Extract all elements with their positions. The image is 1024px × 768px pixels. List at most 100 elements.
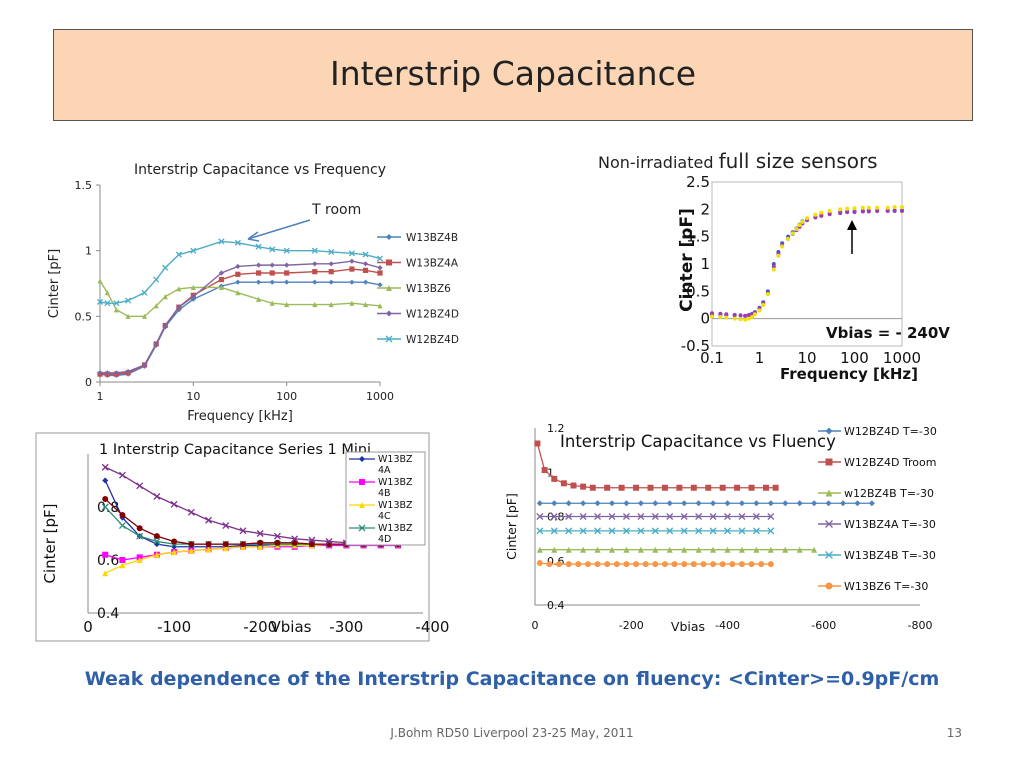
data-point xyxy=(748,561,755,568)
legend-item: W13BZ4B xyxy=(377,232,458,244)
data-point xyxy=(652,546,659,553)
series-line-0 xyxy=(99,281,381,377)
data-point xyxy=(819,213,824,218)
data-point xyxy=(609,500,615,507)
data-point xyxy=(153,537,161,545)
data-point xyxy=(580,483,587,490)
data-point xyxy=(860,209,865,214)
data-point xyxy=(637,527,645,535)
data-point xyxy=(136,532,144,540)
data-point xyxy=(652,561,659,568)
data-point xyxy=(536,500,543,507)
data-point xyxy=(661,484,668,491)
data-point xyxy=(724,527,731,535)
legend-label: 4B xyxy=(378,488,391,499)
data-point xyxy=(565,561,572,568)
data-point xyxy=(376,255,384,262)
data-point xyxy=(710,314,714,319)
data-point xyxy=(594,546,601,553)
data-point xyxy=(767,546,774,553)
data-point xyxy=(838,207,843,212)
data-point xyxy=(753,500,760,507)
data-point xyxy=(734,484,741,491)
data-point xyxy=(690,484,697,491)
data-point xyxy=(866,205,871,210)
legend-item: W13BZ4A xyxy=(377,258,459,270)
data-point xyxy=(205,546,212,553)
x-axis-label: Vbias xyxy=(671,619,705,634)
data-point xyxy=(746,316,751,321)
data-point xyxy=(753,546,760,553)
data-point xyxy=(377,282,383,288)
data-point xyxy=(604,484,611,491)
y-tick-label: 2.5 xyxy=(686,173,710,191)
data-point xyxy=(718,311,723,316)
legend-label: W13BZ xyxy=(378,500,413,511)
data-point xyxy=(362,261,369,267)
data-point xyxy=(153,533,160,540)
data-point xyxy=(255,270,262,276)
legend-label: W12BZ4D T=-30 xyxy=(844,425,937,438)
data-point xyxy=(551,546,558,553)
data-point xyxy=(97,278,103,284)
data-point xyxy=(312,301,318,308)
data-point xyxy=(860,205,865,210)
legend-label: W12BZ4D xyxy=(406,334,459,346)
y-tick-label: 1.5 xyxy=(75,179,93,192)
data-point xyxy=(724,500,731,507)
data-point xyxy=(845,206,850,211)
data-point xyxy=(235,271,241,277)
x-tick-label: -800 xyxy=(908,619,933,632)
x-tick-label: 1000 xyxy=(366,390,394,403)
data-point xyxy=(758,561,765,568)
data-point xyxy=(188,541,195,548)
data-point xyxy=(104,300,111,307)
x-tick-label: 0 xyxy=(532,619,539,632)
data-point xyxy=(312,279,318,285)
data-point xyxy=(690,561,697,568)
data-point xyxy=(536,546,543,553)
data-point xyxy=(308,541,315,548)
data-point xyxy=(705,484,712,491)
legend-label: 4D xyxy=(378,534,391,545)
data-point xyxy=(170,500,178,508)
data-point xyxy=(719,484,726,491)
data-point xyxy=(579,513,587,520)
data-point xyxy=(551,475,558,482)
data-point xyxy=(666,527,674,535)
data-point xyxy=(761,303,766,307)
data-point xyxy=(575,561,582,568)
legend-item: W13BZ4B T=-30 xyxy=(818,549,936,562)
data-point xyxy=(671,561,678,568)
legend-marker xyxy=(359,479,365,485)
x-axis-label: Frequency [kHz] xyxy=(187,409,293,424)
data-point xyxy=(623,561,630,568)
data-point xyxy=(681,546,688,553)
data-point xyxy=(269,279,275,285)
data-point xyxy=(695,500,702,507)
data-point xyxy=(349,258,355,264)
data-point xyxy=(796,500,803,507)
data-point xyxy=(176,304,182,310)
legend-marker xyxy=(359,456,365,462)
data-point xyxy=(349,300,355,306)
data-point xyxy=(377,303,383,309)
data-point xyxy=(136,557,143,563)
data-point xyxy=(239,527,247,535)
y-tick-label: 1.5 xyxy=(686,228,710,246)
data-point xyxy=(794,227,799,232)
data-point xyxy=(546,561,553,568)
data-point xyxy=(125,313,131,319)
data-point xyxy=(235,279,241,285)
data-point xyxy=(256,530,264,537)
data-point xyxy=(608,527,616,535)
data-point xyxy=(752,527,760,535)
data-point xyxy=(782,500,789,507)
data-point xyxy=(312,261,318,267)
data-point xyxy=(757,308,762,313)
data-point xyxy=(283,247,290,254)
data-point xyxy=(205,541,212,548)
data-point xyxy=(852,210,857,215)
x-tick-label: 0.1 xyxy=(700,349,724,367)
x-tick-label: -400 xyxy=(715,619,740,632)
